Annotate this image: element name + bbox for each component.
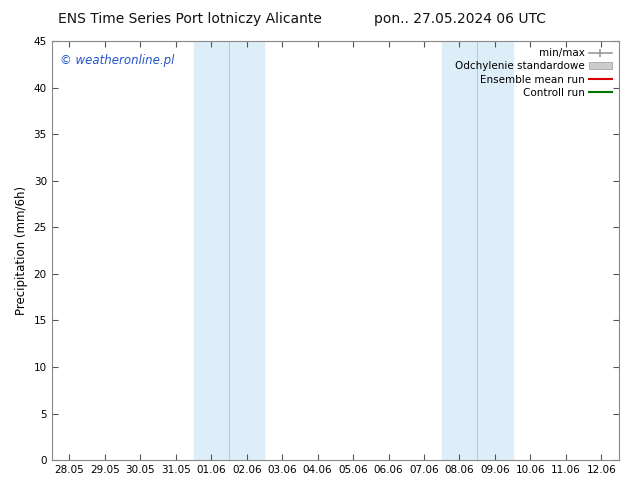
Bar: [442, 41, 513, 460]
Bar: [193, 41, 264, 460]
Text: pon.. 27.05.2024 06 UTC: pon.. 27.05.2024 06 UTC: [373, 12, 546, 26]
Legend: min/max, Odchylenie standardowe, Ensemble mean run, Controll run: min/max, Odchylenie standardowe, Ensembl…: [451, 44, 616, 102]
Text: ENS Time Series Port lotniczy Alicante: ENS Time Series Port lotniczy Alicante: [58, 12, 322, 26]
Y-axis label: Precipitation (mm/6h): Precipitation (mm/6h): [15, 186, 28, 315]
Text: © weatheronline.pl: © weatheronline.pl: [60, 53, 174, 67]
